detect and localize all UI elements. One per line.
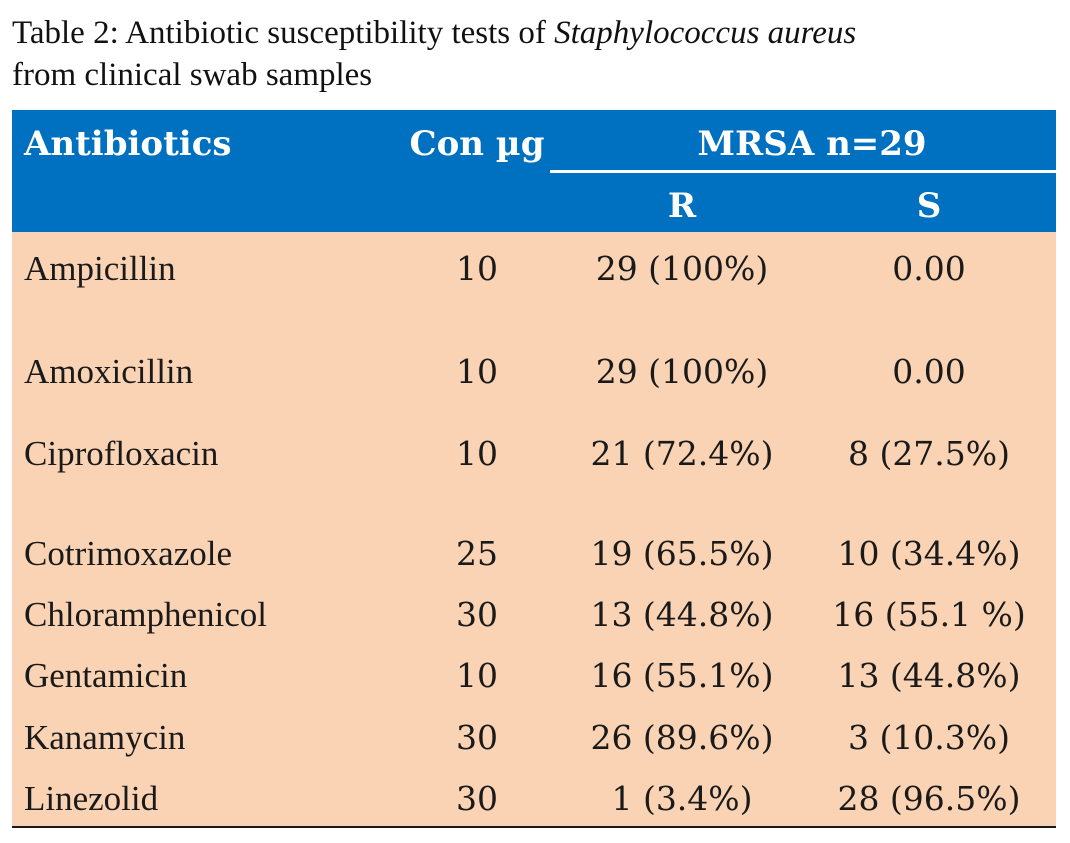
cell-resistant: 19 (65.5%) [590, 534, 774, 573]
cell-concentration: 10 [456, 656, 498, 695]
cell-resistant: 16 (55.1%) [590, 656, 774, 695]
cell-antibiotic: Linezolid [24, 779, 159, 818]
cell-concentration: 30 [456, 779, 498, 818]
cell-concentration: 10 [456, 249, 498, 288]
cell-antibiotic: Cotrimoxazole [24, 534, 233, 573]
table-row: Chloramphenicol 30 13 (44.8%) 16 (55.1 %… [12, 593, 1056, 637]
table-bottom-rule [12, 826, 1056, 828]
cell-concentration: 10 [456, 434, 498, 473]
table-caption: Table 2: Antibiotic susceptibility tests… [12, 12, 1062, 96]
header-antibiotics: Antibiotics [24, 124, 232, 164]
table-row: Ciprofloxacin 10 21 (72.4%) 8 (27.5%) [12, 432, 1056, 476]
cell-susceptible: 0.00 [892, 352, 966, 391]
table-row: Kanamycin 30 26 (89.6%) 3 (10.3%) [12, 716, 1056, 760]
cell-susceptible: 10 (34.4%) [837, 534, 1021, 573]
header-susceptible: S [916, 186, 942, 226]
cell-susceptible: 13 (44.8%) [837, 656, 1021, 695]
header-divider [550, 170, 1056, 173]
cell-concentration: 30 [456, 718, 498, 757]
cell-concentration: 30 [456, 595, 498, 634]
cell-antibiotic: Kanamycin [24, 718, 186, 757]
cell-resistant: 26 (89.6%) [590, 718, 774, 757]
cell-susceptible: 8 (27.5%) [847, 434, 1011, 473]
cell-susceptible: 3 (10.3%) [847, 718, 1011, 757]
header-mrsa-group: MRSA n=29 [697, 124, 927, 164]
header-concentration: Con µg [409, 124, 545, 164]
cell-concentration: 10 [456, 352, 498, 391]
table-row: Linezolid 30 1 (3.4%) 28 (96.5%) [12, 777, 1056, 821]
cell-resistant: 29 (100%) [595, 249, 769, 288]
table-row: Cotrimoxazole 25 19 (65.5%) 10 (34.4%) [12, 532, 1056, 576]
table-row: Ampicillin 10 29 (100%) 0.00 [12, 247, 1056, 291]
caption-prefix: Table 2: Antibiotic susceptibility tests… [12, 15, 555, 51]
cell-resistant: 13 (44.8%) [590, 595, 774, 634]
susceptibility-table: Antibiotics Con µg MRSA n=29 R S Ampicil… [12, 110, 1056, 830]
table-header: Antibiotics Con µg MRSA n=29 R S [12, 110, 1056, 232]
cell-antibiotic: Chloramphenicol [24, 595, 268, 634]
cell-concentration: 25 [456, 534, 498, 573]
caption-suffix: from clinical swab samples [12, 57, 373, 93]
table-body: Ampicillin 10 29 (100%) 0.00 Amoxicillin… [12, 232, 1056, 826]
table-row: Amoxicillin 10 29 (100%) 0.00 [12, 350, 1056, 394]
cell-resistant: 29 (100%) [595, 352, 769, 391]
cell-antibiotic: Ampicillin [24, 249, 176, 288]
cell-resistant: 21 (72.4%) [590, 434, 774, 473]
cell-susceptible: 28 (96.5%) [837, 779, 1021, 818]
cell-antibiotic: Amoxicillin [24, 352, 194, 391]
table-row: Gentamicin 10 16 (55.1%) 13 (44.8%) [12, 654, 1056, 698]
cell-antibiotic: Ciprofloxacin [24, 434, 219, 473]
cell-resistant: 1 (3.4%) [611, 779, 753, 818]
header-resistant: R [667, 186, 697, 226]
cell-antibiotic: Gentamicin [24, 656, 188, 695]
cell-susceptible: 16 (55.1 %) [832, 595, 1026, 634]
caption-organism: Staphylococcus aureus [554, 15, 857, 51]
cell-susceptible: 0.00 [892, 249, 966, 288]
